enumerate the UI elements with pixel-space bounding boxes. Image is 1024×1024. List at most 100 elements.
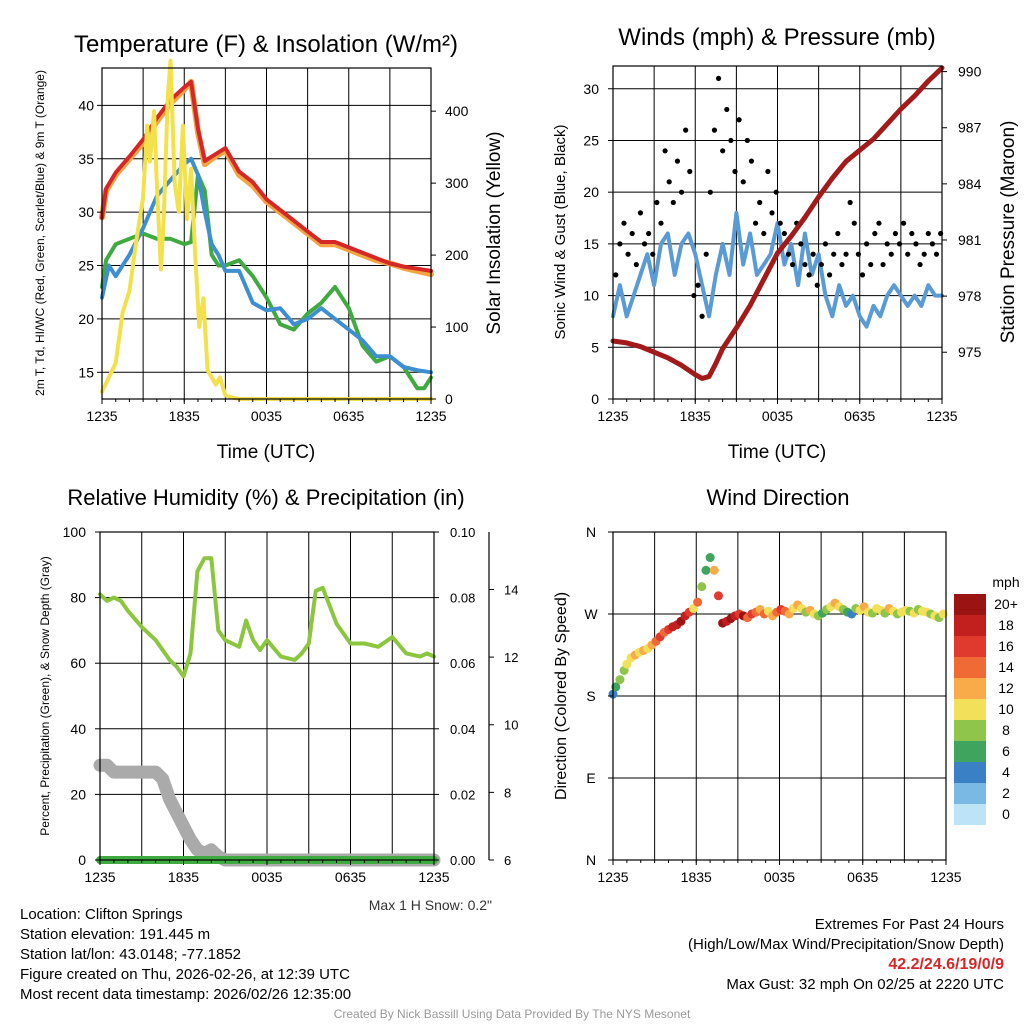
gust-point — [818, 261, 824, 268]
elevation-text: Station elevation: 191.445 m — [20, 926, 211, 943]
direction-point — [697, 582, 707, 592]
gust-point — [658, 220, 664, 226]
gust-point — [695, 282, 701, 288]
gust-point — [699, 313, 705, 319]
x-tick-label: 1835 — [680, 408, 711, 424]
gust-point — [761, 230, 767, 237]
gust-point — [839, 261, 845, 268]
y2-axis-label: Solar Insolation (Yellow) — [484, 131, 505, 334]
y-tick-label: S — [586, 688, 595, 704]
direction-point — [688, 604, 698, 614]
legend-swatch — [954, 594, 986, 615]
legend-label: 12 — [998, 680, 1014, 696]
y-tick-label: 25 — [78, 258, 94, 274]
extremes-values: 42.2/24.6/19/0/9 — [888, 956, 1004, 973]
y2-tick-label: 200 — [445, 247, 469, 263]
x-tick-label: 1235 — [84, 869, 115, 885]
legend-swatch — [954, 678, 986, 699]
direction-point — [713, 591, 723, 601]
gust-point — [901, 220, 907, 226]
y2-tick-label: 400 — [445, 103, 469, 119]
y2-tick-label: 100 — [445, 319, 469, 335]
legend-label: 8 — [1002, 722, 1010, 738]
y2-tick-label: 0.10 — [450, 525, 475, 540]
latlon-text: Station lat/lon: 43.0148; -77.1852 — [20, 946, 242, 963]
gust-point — [917, 261, 923, 268]
gust-point — [892, 230, 898, 237]
y-tick-label: 25 — [583, 132, 599, 148]
chart-title: Winds (mph) & Pressure (mb) — [618, 24, 935, 51]
gust-point — [752, 220, 759, 226]
gust-point — [888, 251, 894, 257]
y2-tick-label: 0.06 — [450, 656, 475, 671]
extremes-title: Extremes For Past 24 Hours — [814, 916, 1004, 933]
gust-point — [773, 189, 779, 195]
x-tick-label: 0635 — [844, 408, 875, 424]
credit-text: Created By Nick Bassill Using Data Provi… — [333, 1007, 691, 1021]
legend-title: mph — [992, 574, 1019, 590]
x-axis-label: Time (UTC) — [217, 442, 316, 463]
x-tick-label: 0035 — [764, 869, 795, 885]
series-line — [100, 58, 433, 401]
gust-point — [798, 241, 804, 247]
extremes-subtitle: (High/Low/Max Wind/Precipitation/Snow De… — [688, 936, 1004, 953]
pressure-line — [610, 65, 945, 381]
x-tick-label: 1235 — [597, 869, 628, 885]
y-tick-label: N — [586, 852, 596, 868]
y2-tick-label: 0 — [445, 391, 453, 407]
gust-point — [625, 251, 631, 257]
gust-point — [662, 148, 668, 154]
y3-tick-label: 12 — [504, 650, 518, 665]
y-tick-label: 15 — [583, 236, 599, 252]
y2-tick-label: 987 — [958, 120, 982, 136]
legend-label: 10 — [998, 701, 1014, 717]
y2-tick-label: 0.04 — [450, 722, 475, 737]
x-axis-label: Time (UTC) — [728, 442, 827, 463]
legend-swatch — [954, 636, 986, 657]
gust-point — [683, 127, 689, 133]
y3-tick-label: 6 — [504, 853, 511, 868]
legend-label: 18 — [998, 617, 1014, 633]
location-text: Location: Clifton Springs — [20, 906, 183, 923]
y2-tick-label: 990 — [958, 64, 982, 80]
y2-tick-label: 978 — [958, 288, 982, 304]
direction-point — [622, 659, 632, 669]
y-tick-label: 20 — [78, 311, 94, 327]
gust-point — [678, 189, 685, 195]
gust-point — [925, 230, 931, 237]
gust-point — [905, 251, 911, 257]
legend-label: 2 — [1002, 785, 1010, 801]
x-tick-label: 0635 — [333, 408, 364, 424]
legend-swatch — [954, 699, 986, 720]
legend-label: 4 — [1002, 764, 1010, 780]
series-line — [100, 172, 433, 391]
y-tick-label: 40 — [78, 97, 94, 113]
x-tick-label: 1235 — [597, 408, 628, 424]
gust-point — [715, 75, 722, 82]
gust-point — [859, 272, 866, 278]
gust-point — [868, 261, 874, 268]
legend-label: 16 — [998, 638, 1014, 654]
gust-point — [769, 210, 775, 216]
y-axis-label: Sonic Wind & Gust (Blue, Black) — [552, 124, 569, 339]
y-tick-label: 30 — [78, 204, 94, 220]
x-tick-label: 1235 — [930, 869, 961, 885]
legend-swatch — [954, 804, 986, 825]
created-text: Figure created on Thu, 2026-02-26, at 12… — [20, 966, 350, 983]
y3-tick-label: 14 — [504, 582, 518, 597]
y2-tick-label: 0.02 — [450, 787, 475, 802]
y-tick-label: 5 — [591, 339, 599, 355]
gust-point — [711, 127, 718, 133]
y-tick-label: 20 — [583, 184, 599, 200]
gust-point — [687, 168, 693, 175]
legend-swatch — [954, 783, 986, 804]
y-tick-label: 30 — [583, 81, 599, 97]
y-axis-label: Direction (Colored By Speed) — [553, 592, 570, 800]
y-axis-label: Percent, Precipitation (Green), & Snow D… — [38, 556, 52, 835]
gust-point — [843, 251, 849, 257]
gust-point — [629, 230, 635, 237]
direction-point — [693, 597, 703, 607]
gust-point — [724, 106, 730, 113]
gust-point — [633, 261, 639, 268]
gust-point — [617, 241, 623, 247]
